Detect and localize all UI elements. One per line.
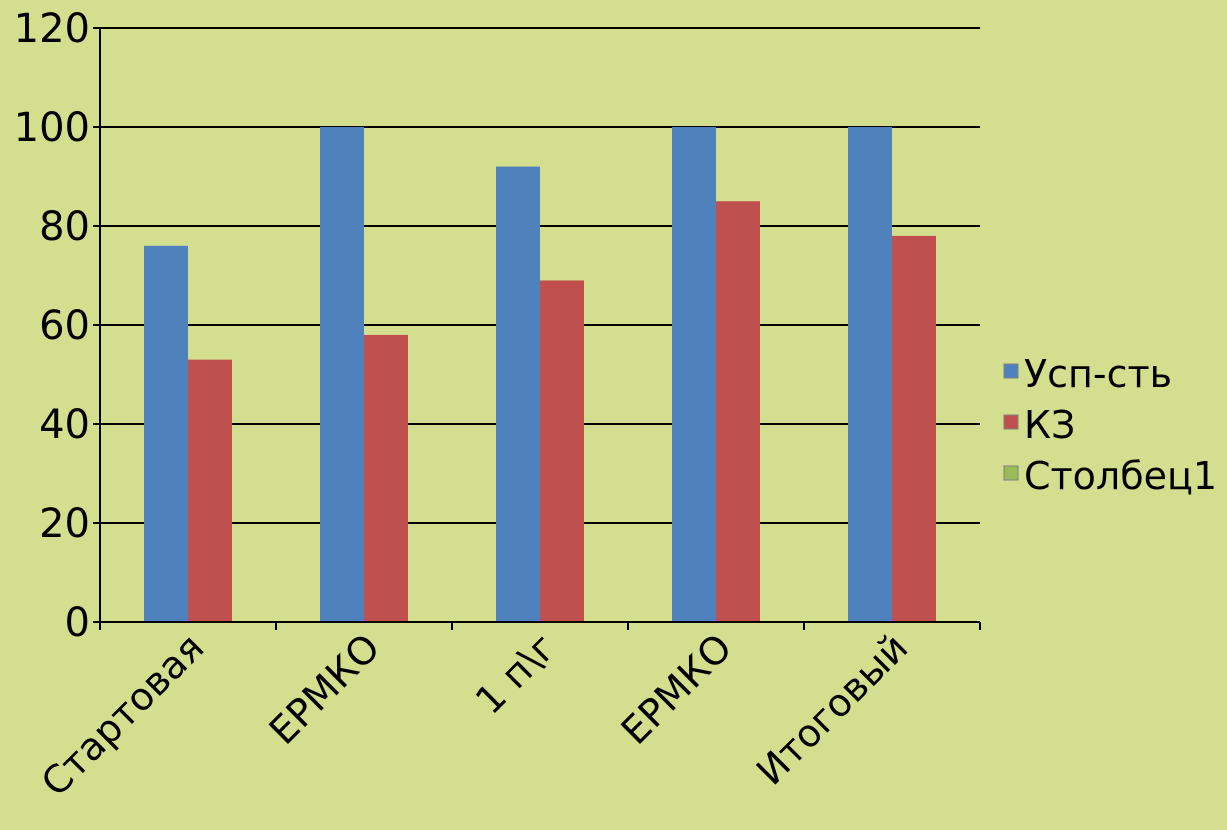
- x-category-label: ЕРМКО: [613, 625, 741, 753]
- legend: Усп-сть КЗ Столбец1: [1003, 352, 1217, 498]
- y-tick-label: 120: [14, 6, 90, 52]
- y-tick-label: 100: [14, 105, 90, 151]
- bar-usp: [320, 127, 364, 622]
- bar-kz: [892, 235, 936, 622]
- y-tick-label: 80: [39, 204, 90, 250]
- legend-swatch: [1003, 465, 1019, 481]
- x-category-label: ЕРМКО: [261, 625, 389, 753]
- legend-swatch: [1003, 414, 1019, 430]
- legend-label: Усп-сть: [1024, 352, 1172, 396]
- bar-kz: [540, 280, 584, 622]
- bar-usp: [144, 245, 188, 623]
- legend-label: Столбец1: [1024, 454, 1217, 498]
- bar-usp: [496, 166, 540, 622]
- bar-usp: [848, 127, 892, 622]
- bar-usp: [672, 127, 716, 622]
- legend-swatch: [1003, 363, 1019, 379]
- bars: [144, 127, 936, 623]
- x-category-label: Итоговый: [748, 625, 916, 793]
- x-category-label: Стартовая: [33, 625, 213, 805]
- x-category-label: 1 п\г: [467, 625, 564, 722]
- y-tick-label: 0: [65, 600, 90, 646]
- y-tick-label: 20: [39, 501, 90, 547]
- bar-kz: [364, 334, 408, 622]
- bar-kz: [716, 201, 760, 622]
- bar-kz: [188, 359, 232, 622]
- y-tick-label: 40: [39, 402, 90, 448]
- legend-label: КЗ: [1024, 403, 1075, 447]
- y-tick-label: 60: [39, 303, 90, 349]
